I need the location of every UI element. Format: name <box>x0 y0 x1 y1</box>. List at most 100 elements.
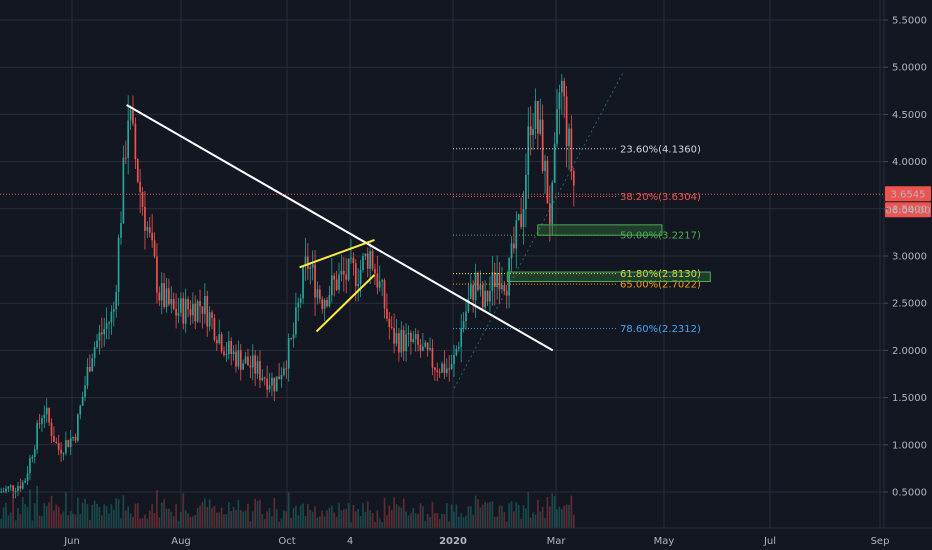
volume-bar <box>553 496 556 528</box>
candle-body <box>227 341 230 355</box>
volume-bar <box>146 518 149 528</box>
volume-bar <box>189 516 192 528</box>
volume-bar <box>24 504 26 528</box>
volume-bar <box>546 496 549 528</box>
candle-body <box>172 299 175 309</box>
candle-body <box>81 396 84 406</box>
candle-body <box>347 258 350 280</box>
candle-body <box>429 348 431 350</box>
candle-body <box>7 486 10 489</box>
candle-body <box>501 285 503 290</box>
candle-body <box>364 253 367 257</box>
candle-body <box>503 285 506 292</box>
candle-body <box>278 376 280 380</box>
candle-body <box>426 342 429 350</box>
candle-body <box>60 449 62 454</box>
wedge-lower-line[interactable] <box>315 274 376 333</box>
volume-bar <box>517 504 520 528</box>
price-axis[interactable]: 0.5000 1.0000 1.5000 2.0000 2.5000 3.0000 3.50… <box>883 0 927 528</box>
volume-bar <box>79 513 82 528</box>
candle-body <box>290 337 292 339</box>
volume-bar <box>321 510 324 528</box>
candle-body <box>12 485 15 492</box>
candle-body <box>419 344 422 351</box>
candle-body <box>170 299 173 305</box>
volume-bar <box>295 505 297 528</box>
candle-body <box>275 376 278 392</box>
candle-body <box>414 334 417 340</box>
volume-bar <box>275 509 278 528</box>
candle-body <box>144 206 146 231</box>
candle-body <box>208 312 211 327</box>
volume-bar <box>410 513 412 528</box>
candle-body <box>151 232 153 241</box>
zone-50 <box>537 224 663 236</box>
candle-body <box>77 414 79 441</box>
volume-bar <box>237 500 240 528</box>
volume-bar <box>309 509 312 528</box>
volume-bar <box>314 506 316 528</box>
volume-bar <box>381 522 383 528</box>
candle-body <box>378 281 381 288</box>
volume-bar <box>292 507 295 528</box>
candle-body <box>486 290 489 302</box>
volume-bar <box>424 521 427 528</box>
candle-body <box>529 126 532 135</box>
volume-bar <box>31 520 34 528</box>
candle-body <box>285 368 288 370</box>
volume-bar <box>402 498 405 528</box>
candle-body <box>549 203 551 224</box>
candle-body <box>67 440 70 447</box>
candle-body <box>211 312 213 319</box>
candle-body <box>328 295 331 307</box>
volume-bar <box>261 514 264 528</box>
candle-body <box>89 366 91 372</box>
volume-bar <box>445 503 448 528</box>
volume-bar <box>184 510 187 528</box>
time-axis[interactable]: Jun Aug Oct 4 2020 Mar May Jul Sep <box>0 527 932 547</box>
volume-bar <box>81 502 84 528</box>
candle-body <box>165 288 168 307</box>
candle-body <box>65 440 67 454</box>
candle-body <box>215 339 218 344</box>
volume-bar <box>285 511 288 528</box>
volume-bar <box>215 512 218 528</box>
volume-bar <box>357 508 360 528</box>
candle-body <box>491 272 494 292</box>
volume-bar <box>156 489 158 528</box>
price-tick-label: 3.5000 <box>892 204 927 215</box>
candle-body <box>9 485 12 487</box>
candle-body <box>112 309 115 312</box>
volume-bar <box>208 499 211 528</box>
volume-bar <box>194 514 197 528</box>
candle-body <box>271 377 273 386</box>
volume-bar <box>354 511 357 528</box>
countdown-label: 06:04:00 <box>886 206 931 217</box>
candle-body <box>321 299 324 309</box>
volume-bar <box>496 516 498 528</box>
volume-bar <box>45 506 48 528</box>
time-tick-label: Oct <box>278 536 295 547</box>
volume-bar <box>112 509 115 528</box>
volume-bar <box>570 495 573 528</box>
candle-body <box>160 283 163 301</box>
candle-body <box>189 309 192 316</box>
volume-bar <box>204 498 206 528</box>
candle-body <box>199 301 201 307</box>
volume-bar <box>182 493 185 528</box>
candle-body <box>431 348 434 368</box>
volume-bar <box>556 509 558 528</box>
volume-bar <box>96 503 98 528</box>
current-price-label: 3.6545 <box>891 190 926 201</box>
wedge-upper-line[interactable] <box>299 239 375 269</box>
candle-body <box>69 438 72 447</box>
candle-body <box>180 298 182 313</box>
candle-body <box>158 292 161 301</box>
candle-body <box>110 311 113 323</box>
descending-trendline[interactable] <box>126 104 554 352</box>
candle-body <box>86 366 89 386</box>
volume-bar <box>558 506 561 528</box>
volume-bar <box>534 514 537 528</box>
